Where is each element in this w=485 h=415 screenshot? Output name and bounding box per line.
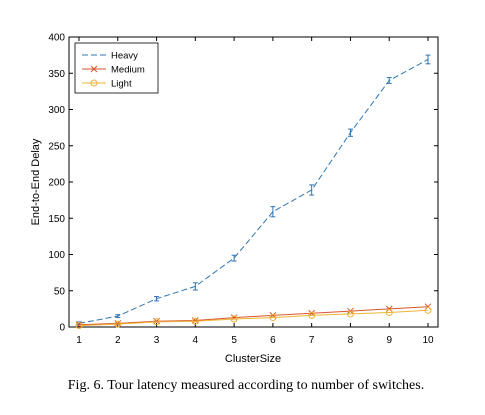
series-line-medium	[78, 306, 429, 326]
error-bar-heavy	[231, 254, 237, 262]
legend-entry-medium: Medium	[82, 65, 145, 76]
series-line-heavy	[78, 59, 429, 324]
series-layer	[75, 54, 432, 330]
y-axis-title: End-to-End Delay	[30, 138, 42, 225]
series-light	[75, 306, 432, 330]
legend-entry-heavy: Heavy	[82, 51, 138, 62]
legend-box	[74, 42, 159, 94]
error-bar-heavy	[425, 54, 431, 65]
legend-label-light: Light	[111, 79, 132, 90]
data-point-medium	[385, 305, 393, 313]
x-tick-label: 7	[309, 335, 315, 346]
error-bar-heavy	[270, 206, 276, 218]
series-heavy	[76, 54, 431, 326]
data-point-light	[385, 309, 393, 316]
x-marker-stroke	[385, 305, 393, 313]
error-bar-heavy	[192, 282, 198, 291]
series-medium	[75, 303, 432, 329]
x-marker-stroke	[90, 65, 98, 73]
y-tick-label: 350	[48, 69, 65, 80]
x-tick-label: 2	[115, 335, 121, 346]
data-point-medium	[424, 303, 432, 311]
data-point-light	[308, 311, 316, 319]
x-tick-label: 1	[76, 335, 82, 346]
legend-marker-light	[90, 79, 98, 87]
x-tick-label: 5	[231, 335, 237, 346]
legend: Heavy Medium Light	[74, 42, 159, 94]
y-tick-label: 300	[48, 105, 65, 116]
x-tick-label: 4	[193, 335, 199, 346]
legend-entry-light: Light	[82, 79, 132, 90]
data-point-light	[269, 314, 277, 322]
y-tick-label: 250	[48, 141, 65, 152]
error-bar-heavy	[115, 314, 121, 319]
legend-marker-medium	[90, 65, 98, 73]
x-tick-label: 6	[270, 335, 276, 346]
x-tick-label: 9	[386, 335, 392, 346]
data-point-light	[346, 310, 354, 318]
data-point-light	[153, 318, 161, 326]
y-tick-label: 100	[48, 250, 65, 261]
x-marker-stroke	[424, 303, 432, 311]
y-tick-label: 200	[48, 178, 65, 189]
y-tick-label: 400	[48, 33, 65, 44]
x-tick-label: 8	[348, 335, 354, 346]
y-tick-label: 50	[54, 286, 66, 297]
error-bar-heavy	[154, 296, 160, 302]
figure-caption: Fig. 6. Tour latency measured according …	[68, 378, 424, 393]
x-tick-label: 3	[154, 335, 160, 346]
x-tick-label: 10	[422, 335, 434, 346]
legend-label-medium: Medium	[111, 65, 145, 76]
data-point-light	[75, 322, 83, 330]
x-axis-title: ClusterSize	[225, 353, 281, 365]
y-tick-label: 0	[59, 323, 65, 334]
error-bar-heavy	[309, 184, 315, 196]
legend-label-heavy: Heavy	[111, 51, 138, 62]
data-point-light	[191, 317, 199, 325]
error-bar-heavy	[386, 77, 392, 84]
data-point-light	[424, 306, 432, 314]
error-bar-heavy	[347, 128, 353, 137]
y-tick-label: 150	[48, 214, 65, 225]
legend-items: Heavy Medium Light	[82, 51, 145, 90]
series-line-light	[78, 309, 429, 327]
data-point-light	[230, 315, 238, 323]
data-point-light	[114, 320, 122, 328]
